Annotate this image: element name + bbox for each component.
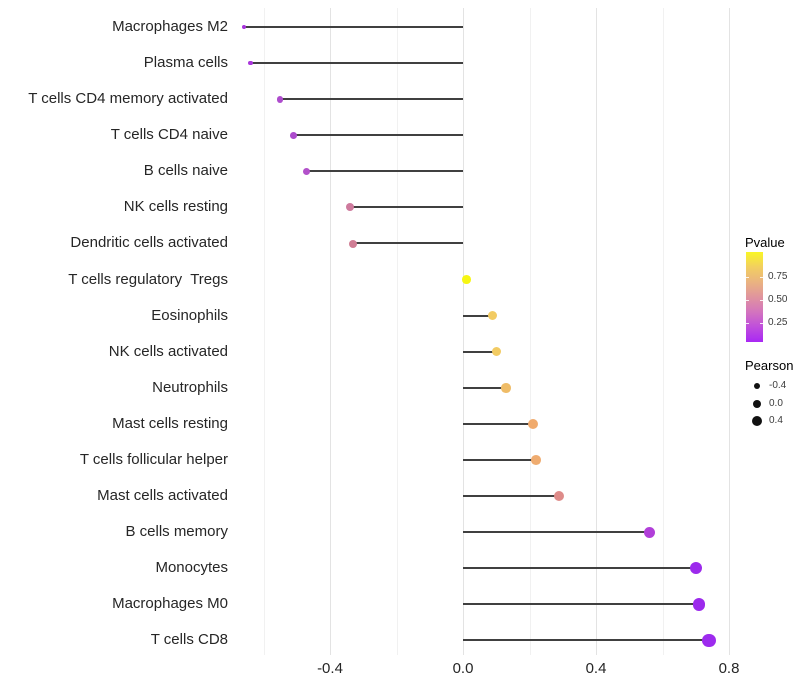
lollipop-dot	[247, 60, 253, 66]
lollipop-stem	[306, 170, 463, 173]
pearson-size-label: 0.4	[769, 415, 783, 426]
row-label: NK cells resting	[123, 198, 228, 216]
pvalue-tick-mark	[760, 277, 763, 278]
pearson-size-label: -0.4	[769, 380, 787, 391]
lollipop-dot	[554, 491, 565, 501]
row-label: Eosinophils	[151, 306, 228, 324]
minor-gridline	[396, 8, 398, 655]
lollipop-dot	[527, 418, 538, 429]
row-label: NK cells activated	[108, 342, 228, 360]
row-label: Mast cells resting	[112, 414, 228, 432]
pvalue-tick-label: 0.25	[768, 317, 788, 328]
minor-gridline	[662, 8, 664, 655]
pearson-size-label: 0.0	[769, 398, 783, 409]
row-label: T cells regulatory Tregs	[68, 270, 228, 288]
row-label: T cells CD8	[150, 631, 228, 649]
lollipop-stem	[463, 639, 709, 642]
row-label: B cells naive	[143, 162, 228, 180]
lollipop-dot	[290, 131, 297, 139]
lollipop-stem	[280, 98, 463, 101]
x-tick-label: 0.4	[585, 660, 607, 677]
lollipop-dot	[702, 633, 716, 647]
pearson-size-dot	[753, 382, 761, 390]
row-label: Mast cells activated	[97, 487, 228, 505]
minor-gridline	[263, 8, 265, 655]
lollipop-stem	[353, 242, 463, 245]
lollipop-dot	[531, 455, 542, 465]
pvalue-tick-mark	[760, 323, 763, 324]
major-gridline	[596, 8, 597, 655]
lollipop-stem	[349, 206, 463, 209]
pvalue-tick-mark	[760, 300, 763, 301]
lollipop-dot	[345, 203, 354, 212]
lollipop-stem	[463, 495, 560, 498]
pvalue-tick-mark	[746, 300, 749, 301]
pvalue-tick-label: 0.75	[768, 271, 788, 282]
lollipop-dot	[349, 239, 358, 248]
pvalue-tick-label: 0.50	[768, 294, 788, 305]
lollipop-stem	[463, 422, 533, 425]
lollipop-stem	[463, 386, 507, 389]
x-tick-label: 0.8	[718, 660, 740, 677]
pearson-size-dot	[751, 415, 763, 427]
pearson-size-dot	[752, 399, 762, 409]
major-gridline	[463, 8, 464, 655]
lollipop-stem	[463, 531, 650, 534]
lollipop-dot	[501, 383, 511, 393]
pvalue-tick-mark	[746, 323, 749, 324]
lollipop-stem	[463, 603, 700, 606]
lollipop-stem	[463, 567, 696, 570]
major-gridline	[330, 8, 331, 655]
lollipop-stem	[463, 350, 497, 353]
row-label: Neutrophils	[152, 378, 228, 396]
minor-gridline	[529, 8, 531, 655]
row-label: B cells memory	[125, 523, 228, 541]
row-label: T cells CD4 naive	[110, 126, 228, 144]
lollipop-dot	[491, 347, 501, 357]
row-label: T cells follicular helper	[79, 450, 228, 468]
row-label: Monocytes	[155, 559, 228, 577]
lollipop-dot	[241, 25, 246, 29]
lollipop-dot	[643, 526, 655, 538]
x-tick-label: 0.0	[452, 660, 474, 677]
major-gridline	[729, 8, 730, 655]
row-label: Dendritic cells activated	[70, 234, 228, 252]
row-label: Plasma cells	[143, 54, 228, 72]
lollipop-stem	[463, 458, 537, 461]
lollipop-stem	[463, 314, 493, 317]
lollipop-stem	[293, 134, 463, 137]
pvalue-legend-title: Pvalue	[745, 235, 785, 250]
pearson-legend-title: Pearson	[745, 358, 794, 373]
lollipop-dot	[303, 167, 311, 175]
row-label: T cells CD4 memory activated	[28, 90, 228, 108]
x-tick-label: -0.4	[317, 660, 343, 677]
pvalue-tick-mark	[746, 277, 749, 278]
lollipop-dot	[689, 562, 702, 575]
pvalue-colorbar	[746, 252, 763, 342]
lollipop-dot	[276, 95, 284, 103]
row-label: Macrophages M2	[112, 18, 228, 35]
lollipop-stem	[250, 62, 463, 65]
lollipop-dot	[462, 275, 471, 284]
lollipop-dot	[692, 597, 706, 611]
lollipop-stem	[243, 26, 463, 28]
row-label: Macrophages M0	[112, 595, 228, 613]
lollipop-dot	[488, 311, 498, 321]
